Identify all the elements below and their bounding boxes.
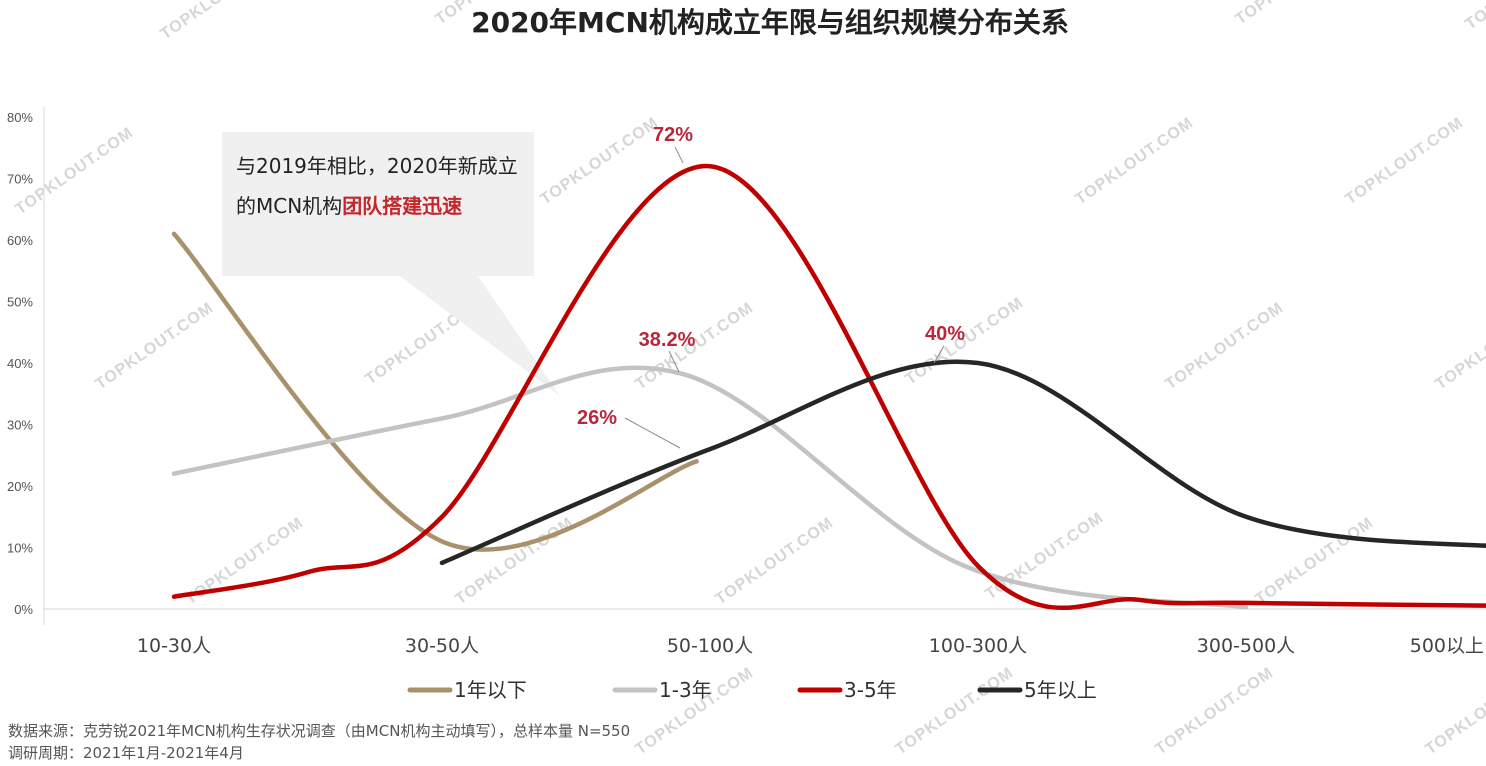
legend-label: 1年以下: [454, 678, 527, 702]
x-tick-label: 100-300人: [929, 635, 1027, 657]
data-label-leader: [674, 146, 684, 164]
y-tick-label: 50%: [7, 295, 33, 310]
watermark-text: TOPKLOUT.COM: [538, 114, 662, 208]
legend-label: 5年以上: [1024, 678, 1097, 702]
watermark-text: TOPKLOUT.COM: [1463, 0, 1486, 33]
series-line: [171, 163, 1486, 611]
x-tick-label: 10-30人: [137, 635, 211, 657]
watermark-text: TOPKLOUT.COM: [1423, 664, 1486, 758]
series-line: [439, 359, 1486, 566]
annotation-highlight: 团队搭建迅速: [342, 194, 463, 218]
callout-pointer-shape: [400, 276, 560, 396]
y-tick-label: 40%: [7, 356, 33, 371]
y-tick-label: 0%: [14, 602, 33, 617]
series-line: [171, 231, 699, 552]
watermark-text: TOPKLOUT.COM: [453, 514, 577, 608]
x-tick-label: 300-500人: [1197, 635, 1295, 657]
axes: 0% 10% 20% 30% 40% 50% 60% 70% 80% 10-30人 30-50人 50…: [7, 107, 1486, 657]
annotation-text: 与2019年相比，2020年新成立的MCN机构: [236, 154, 518, 218]
watermark-text: TOPKLOUT.COM: [1233, 0, 1357, 28]
annotation-callout: 与2019年相比，2020年新成立的MCN机构团队搭建迅速: [222, 132, 534, 276]
legend-label: 3-5年: [844, 678, 897, 702]
x-tick-label: 50-100人: [667, 635, 753, 657]
legend: 1年以下 1-3年 3-5年 5年以上: [407, 678, 1097, 702]
data-label: 72%: [653, 124, 693, 146]
series-layer: [171, 163, 1486, 611]
y-tick-label: 20%: [7, 479, 33, 494]
watermark-text: TOPKLOUT.COM: [1153, 664, 1277, 758]
data-label: 40%: [925, 323, 965, 345]
data-label: 26%: [577, 407, 617, 429]
footer: 数据来源：克劳锐2021年MCN机构生存状况调查（由MCN机构主动填写），总样本…: [8, 720, 630, 764]
watermark-text: TOPKLOUT.COM: [93, 299, 217, 393]
data-label-leader: [624, 417, 681, 449]
x-tick-label: 30-50人: [405, 635, 479, 657]
data-label-leader: [668, 350, 680, 373]
data-source: 数据来源：克劳锐2021年MCN机构生存状况调查（由MCN机构主动填写），总样本…: [8, 722, 631, 740]
y-tick-label: 80%: [7, 110, 33, 125]
survey-period: 调研周期：2021年1月-2021年4月: [8, 744, 244, 762]
y-tick-label: 70%: [7, 172, 33, 187]
y-tick-label: 30%: [7, 418, 33, 433]
y-tick-label: 60%: [7, 233, 33, 248]
watermark-text: TOPKLOUT.COM: [1253, 514, 1377, 608]
data-label-leader: [933, 345, 945, 364]
data-labels-layer: 72% 38.2% 26% 40%: [577, 124, 965, 449]
chart-title: 2020年MCN机构成立年限与组织规模分布关系: [471, 6, 1069, 39]
series-line: [171, 365, 1249, 610]
data-label: 38.2%: [639, 329, 696, 351]
watermark-text: TOPKLOUT.COM: [1163, 299, 1287, 393]
y-tick-label: 10%: [7, 541, 33, 556]
x-tick-label: 500以上: [1410, 635, 1484, 657]
watermark-text: TOPKLOUT.COM: [158, 0, 282, 43]
watermark-text: TOPKLOUT.COM: [1073, 114, 1197, 208]
watermark-text: TOPKLOUT.COM: [713, 514, 837, 608]
watermark-text: TOPKLOUT.COM: [1433, 299, 1486, 393]
legend-label: 1-3年: [659, 678, 712, 702]
watermark-text: TOPKLOUT.COM: [893, 664, 1017, 758]
callout-pointer: [400, 276, 560, 396]
watermark-text: TOPKLOUT.COM: [1343, 114, 1467, 208]
